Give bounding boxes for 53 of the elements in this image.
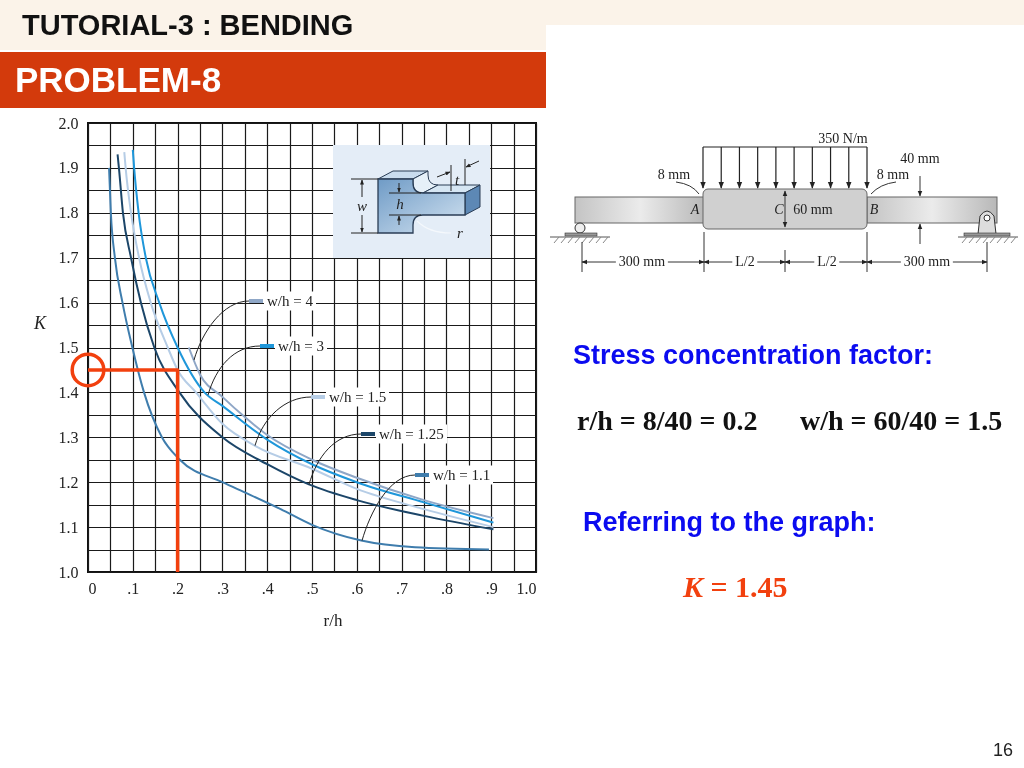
y-tick-label: 1.3 — [58, 428, 79, 446]
y-tick-label: 1.5 — [58, 339, 79, 356]
annotation: r — [457, 224, 463, 242]
chart-subtitle: PROBLEM-8 — [15, 60, 222, 100]
text: Stress concentration factor: — [573, 339, 934, 371]
y-tick-label: 1.9 — [58, 159, 79, 177]
y-tick-label: 1.0 — [58, 563, 79, 581]
text: 8 mm — [657, 167, 691, 183]
text: 350 N/m — [818, 131, 868, 147]
x-tick-label: .8 — [440, 579, 453, 597]
text: L/2 — [814, 254, 840, 270]
chart-title: TUTORIAL-3 : BENDING — [22, 8, 354, 42]
text: 60 mm — [793, 202, 833, 218]
text: 8 mm — [876, 167, 910, 183]
x-tick-label: 0 — [88, 579, 97, 597]
x-tick-label: .1 — [127, 579, 140, 597]
legend-label: w/h = 1.25 — [376, 424, 447, 444]
y-tick-label: 1.7 — [58, 249, 79, 267]
y-tick-label: 1.4 — [58, 383, 79, 401]
x-axis-title: r/h — [323, 611, 343, 631]
text: C — [774, 202, 784, 218]
text: 300 mm — [615, 254, 669, 270]
y-tick-label: 1.2 — [58, 473, 79, 491]
x-tick-label: .4 — [261, 579, 274, 597]
legend-label: w/h = 4 — [264, 291, 316, 311]
legend-label: w/h = 3 — [275, 336, 327, 356]
y-axis-title: K — [33, 312, 47, 334]
x-tick-label: .3 — [216, 579, 229, 597]
x-tick-label: .9 — [485, 579, 498, 597]
x-tick-label: .5 — [306, 579, 319, 597]
text: K = 1.45 — [683, 570, 788, 604]
text: 40 mm — [900, 151, 940, 167]
y-tick-label: 1.8 — [58, 204, 79, 222]
x-tick-label: .6 — [351, 579, 364, 597]
x-tick-label: .2 — [172, 579, 185, 597]
y-tick-label: 2.0 — [58, 114, 79, 132]
text: B — [869, 202, 879, 218]
annotation: t — [454, 171, 460, 189]
text: L/2 — [732, 254, 758, 270]
text: 16 — [993, 739, 1014, 761]
y-tick-label: 1.6 — [58, 294, 79, 312]
y-tick-label: 1.1 — [58, 518, 79, 536]
text: r/h = 8/40 = 0.2 — [577, 405, 758, 437]
legend-label: w/h = 1.5 — [326, 387, 390, 407]
annotation: w — [356, 197, 368, 215]
x-tick-label: 1.0 — [516, 579, 537, 597]
text: 300 mm — [900, 254, 954, 270]
legend-label: w/h = 1.1 — [430, 465, 494, 485]
text: Referring to the graph: — [583, 506, 876, 538]
text: A — [690, 202, 700, 218]
x-tick-label: .7 — [396, 579, 409, 597]
text: w/h = 60/40 = 1.5 — [800, 405, 1003, 437]
annotation: h — [396, 195, 404, 213]
